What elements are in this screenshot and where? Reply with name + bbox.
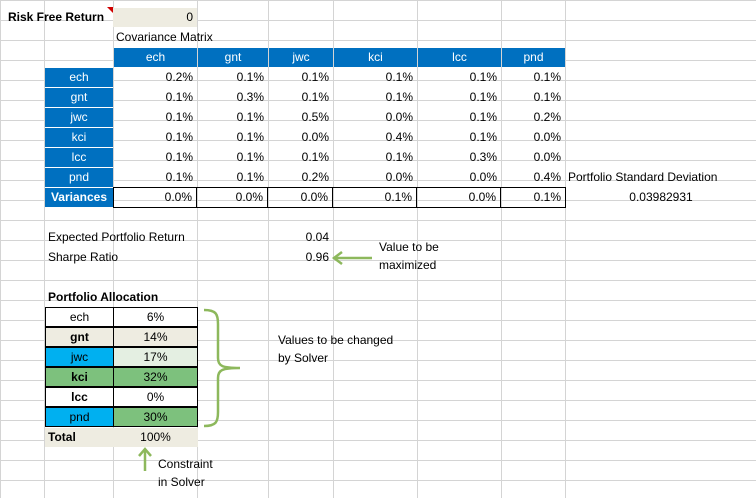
row-header-pnd[interactable]: pnd [45,168,113,187]
allocation-label-kci: kci [45,367,114,387]
matrix-cell[interactable]: 0.1% [165,150,193,164]
risk-free-label: Risk Free Return [8,10,105,24]
gridline [565,0,566,498]
variance-cell[interactable]: 0.0% [113,188,197,207]
matrix-cell[interactable]: 0.1% [385,90,413,104]
matrix-cell[interactable]: 0.1% [385,150,413,164]
gridline [197,0,198,498]
allocation-value-jwc[interactable]: 17% [113,347,198,367]
matrix-cell[interactable]: 0.0% [533,150,561,164]
gridline [333,0,334,498]
annotation-constraint-line1: Constraint [158,457,213,471]
gridline [268,0,269,498]
comment-indicator-icon [107,7,113,13]
matrix-cell[interactable]: 0.2% [533,110,561,124]
matrix-cell[interactable]: 0.1% [236,150,264,164]
col-header-jwc[interactable]: jwc [269,48,333,67]
curly-brace-icon [203,308,241,428]
gridline [501,0,502,498]
matrix-cell[interactable]: 0.0% [533,130,561,144]
allocation-total-value[interactable]: 100% [113,428,198,447]
std-dev-label: Portfolio Standard Deviation [568,170,718,184]
matrix-cell[interactable]: 0.1% [469,110,497,124]
allocation-value-pnd[interactable]: 30% [113,407,198,427]
allocation-value-lcc[interactable]: 0% [113,387,198,407]
matrix-cell[interactable]: 0.1% [165,110,193,124]
matrix-cell[interactable]: 0.1% [469,130,497,144]
col-header-gnt[interactable]: gnt [198,48,268,67]
annotation-changed-line1: Values to be changed [278,333,394,347]
annotation-maximize-line1: Value to be [379,240,439,254]
allocation-label-gnt: gnt [45,327,114,347]
matrix-cell[interactable]: 0.0% [385,170,413,184]
arrow-left-icon [331,251,372,265]
sharpe-label: Sharpe Ratio [48,250,119,264]
matrix-cell[interactable]: 0.1% [301,70,329,84]
matrix-cell[interactable]: 0.1% [236,70,264,84]
allocation-value-gnt[interactable]: 14% [113,327,198,347]
matrix-cell[interactable]: 0.2% [165,70,193,84]
row-header-jwc[interactable]: jwc [45,108,113,127]
matrix-cell[interactable]: 0.1% [469,90,497,104]
matrix-cell[interactable]: 0.1% [165,130,193,144]
matrix-cell[interactable]: 0.0% [385,110,413,124]
allocation-total-label: Total [45,428,114,447]
variance-cell[interactable]: 0.0% [197,188,268,207]
annotation-changed-line2: by Solver [278,351,329,365]
matrix-cell[interactable]: 0.4% [385,130,413,144]
allocation-label-ech: ech [45,307,114,327]
matrix-cell[interactable]: 0.5% [301,110,329,124]
variance-cell[interactable]: 0.0% [268,188,333,207]
risk-free-value[interactable]: 0 [113,8,197,27]
matrix-cell[interactable]: 0.2% [301,170,329,184]
allocation-title: Portfolio Allocation [48,290,159,304]
matrix-cell[interactable]: 0.1% [385,70,413,84]
matrix-cell[interactable]: 0.1% [533,70,561,84]
matrix-cell[interactable]: 0.4% [533,170,561,184]
row-header-gnt[interactable]: gnt [45,88,113,107]
col-header-ech[interactable]: ech [114,48,197,67]
matrix-cell[interactable]: 0.3% [236,90,264,104]
variances-border [113,187,566,208]
allocation-value-kci[interactable]: 32% [113,367,198,387]
allocation-label-lcc: lcc [45,387,114,407]
variance-cell[interactable]: 0.1% [333,188,417,207]
row-header-variances[interactable]: Variances [45,188,113,207]
gridline [113,0,114,498]
allocation-label-jwc: jwc [45,347,114,367]
col-header-kci[interactable]: kci [334,48,417,67]
matrix-cell[interactable]: 0.1% [236,110,264,124]
std-dev-value[interactable]: 0.03982931 [629,190,693,204]
col-header-lcc[interactable]: lcc [418,48,501,67]
matrix-cell[interactable]: 0.1% [301,90,329,104]
row-header-lcc[interactable]: lcc [45,148,113,167]
covariance-title: Covariance Matrix [116,30,213,44]
col-header-pnd[interactable]: pnd [502,48,565,67]
annotation-constraint-line2: in Solver [158,475,205,489]
expected-return-label: Expected Portfolio Return [48,230,185,244]
matrix-cell[interactable]: 0.0% [469,170,497,184]
matrix-cell[interactable]: 0.3% [469,150,497,164]
variance-cell[interactable]: 0.1% [533,190,561,204]
allocation-label-pnd: pnd [45,407,114,427]
annotation-maximize-line2: maximized [379,258,437,272]
gridline [44,0,45,498]
row-header-kci[interactable]: kci [45,128,113,147]
matrix-cell[interactable]: 0.1% [165,170,193,184]
matrix-cell[interactable]: 0.1% [236,130,264,144]
arrow-up-icon [138,447,152,471]
allocation-value-ech[interactable]: 6% [113,307,198,327]
sharpe-value[interactable]: 0.96 [305,250,329,264]
matrix-cell[interactable]: 0.0% [301,130,329,144]
row-header-ech[interactable]: ech [45,68,113,87]
expected-return-value[interactable]: 0.04 [305,230,329,244]
matrix-cell[interactable]: 0.1% [165,90,193,104]
matrix-cell[interactable]: 0.1% [533,90,561,104]
variance-cell[interactable]: 0.0% [417,188,501,207]
gridline [417,0,418,498]
matrix-cell[interactable]: 0.1% [301,150,329,164]
matrix-cell[interactable]: 0.1% [236,170,264,184]
matrix-cell[interactable]: 0.1% [469,70,497,84]
